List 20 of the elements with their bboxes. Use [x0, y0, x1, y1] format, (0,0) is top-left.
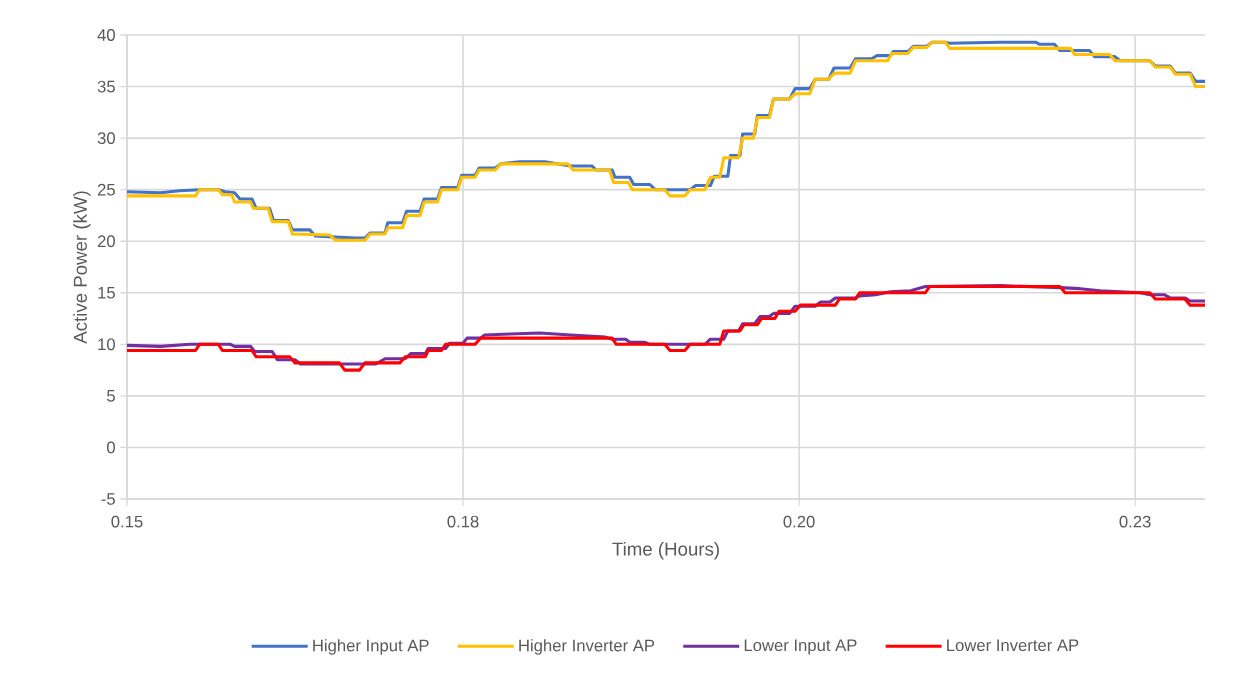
y-tick-label: 35 [97, 80, 115, 93]
y-tick-label: 20 [97, 235, 115, 248]
y-tick-label: 15 [98, 286, 115, 299]
y-tick-label: -5 [101, 493, 115, 505]
x-tick-label: 0.20 [783, 515, 815, 528]
legend-label: Higher Inverter AP [519, 639, 655, 655]
x-axis-title: Time (Hours) [612, 542, 719, 560]
legend-label: Lower Inverter AP [947, 639, 1079, 652]
x-tick-label: 0.23 [1119, 515, 1151, 528]
legend-label: Higher Input AP [313, 639, 429, 655]
x-tick-label: 0.15 [111, 515, 143, 528]
y-tick-label: 10 [98, 338, 115, 351]
y-tick-label: 30 [97, 132, 115, 145]
x-tick-label: 0.18 [447, 515, 479, 528]
y-tick-label: 40 [97, 29, 115, 41]
y-tick-label: 25 [97, 183, 115, 196]
y-tick-label: 0 [107, 441, 115, 454]
y-axis-title: Active Power (kW) [73, 191, 91, 344]
y-tick-label: 5 [107, 390, 115, 402]
legend-label: Lower Input AP [744, 639, 857, 655]
